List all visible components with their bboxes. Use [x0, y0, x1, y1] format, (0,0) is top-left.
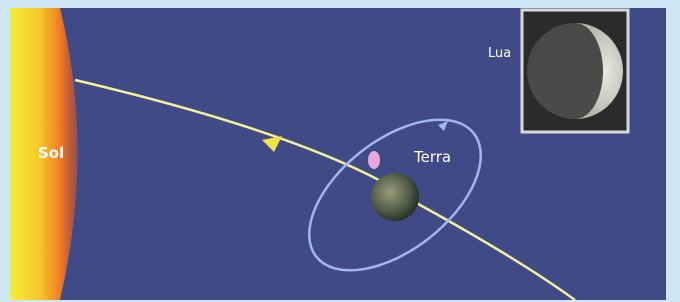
moon-label: Lua — [488, 46, 511, 61]
moon-small — [368, 151, 380, 169]
sun-label: Sol — [38, 144, 64, 162]
illustration: Sol Terra Lua — [0, 0, 680, 302]
moon-image — [527, 23, 623, 119]
earth-label: Terra — [413, 148, 451, 166]
earth — [371, 173, 419, 221]
page: Sol Terra Lua (() => { const data = JSON… — [0, 0, 680, 302]
